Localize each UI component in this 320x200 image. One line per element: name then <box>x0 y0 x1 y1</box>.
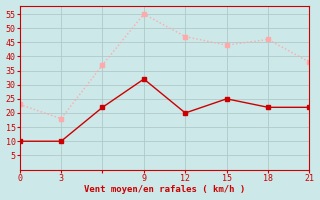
X-axis label: Vent moyen/en rafales ( km/h ): Vent moyen/en rafales ( km/h ) <box>84 185 245 194</box>
